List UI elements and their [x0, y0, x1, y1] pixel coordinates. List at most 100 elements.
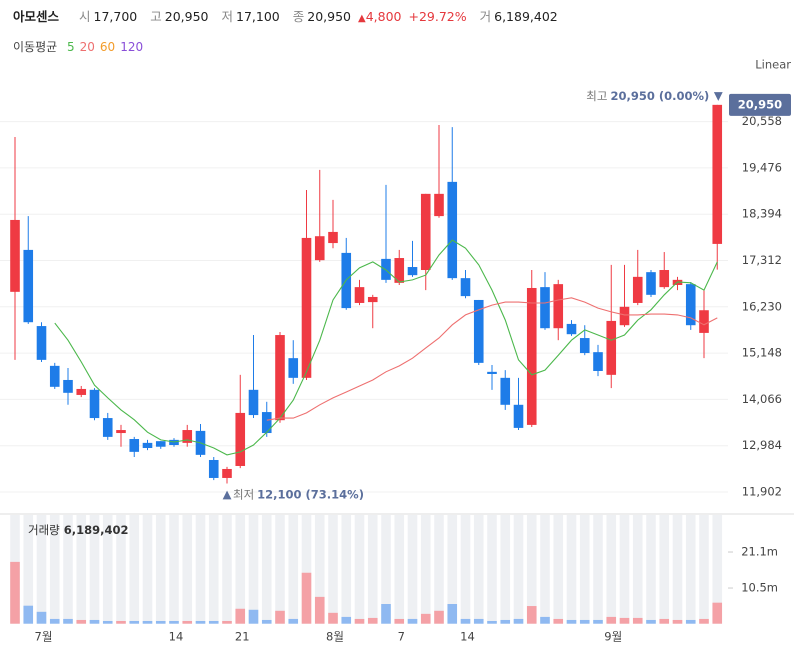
volume-bg-column — [712, 515, 723, 624]
volume-bg-column — [632, 515, 643, 624]
volume-bar — [63, 618, 73, 624]
ma-legend-item: 120 — [120, 40, 144, 54]
high-value: 20,950 — [164, 9, 209, 24]
candle-body — [659, 270, 670, 288]
volume-bg-column — [354, 515, 365, 624]
volume-bg-column — [381, 515, 391, 624]
volume-bar — [182, 620, 193, 624]
volume-bar — [102, 620, 113, 624]
volume-bar — [328, 612, 338, 624]
candle-body — [447, 181, 458, 279]
volume-bg-column — [129, 515, 140, 624]
candle-body — [36, 326, 47, 360]
volume-title: 거래량 6,189,402 — [28, 523, 129, 537]
high-annotation-arrow: ▼ — [714, 88, 723, 102]
volume-title-value: 6,189,402 — [64, 523, 129, 537]
volume-bg-column — [275, 515, 285, 624]
volume-bar — [235, 608, 246, 624]
volume-bar — [23, 605, 34, 624]
change-arrow: ▲ — [358, 13, 366, 24]
volume-bar — [76, 619, 87, 624]
volume-bar — [606, 616, 617, 624]
candle-body — [288, 358, 299, 378]
volume-bg-column — [102, 515, 113, 624]
volume-bar — [712, 602, 723, 624]
volume-bar — [646, 619, 656, 624]
volume-bg-column — [487, 515, 497, 624]
volume-bg-column — [23, 515, 34, 624]
low-annotation-value: 12,100 (73.14%) — [257, 487, 364, 501]
volume-bar — [540, 616, 550, 624]
volume-bar — [420, 613, 431, 624]
volume-bar — [553, 618, 564, 624]
x-tick-label: 14 — [460, 630, 475, 644]
high-annotation-label: 최고 — [586, 88, 607, 102]
close-value: 20,950 — [307, 9, 352, 24]
volume-bg-column — [685, 515, 696, 624]
candle-body — [540, 287, 550, 329]
volume-tick-label: 21.1m — [741, 545, 778, 559]
volume-bg-column — [579, 515, 590, 624]
candle-body — [619, 306, 630, 326]
volume-bg-column — [182, 515, 193, 624]
candle-body — [367, 296, 378, 303]
volume-bar — [116, 620, 126, 624]
y-tick-label: 19,476 — [742, 160, 782, 174]
close-label: 종 — [292, 9, 305, 24]
volume-bg-column — [116, 515, 126, 624]
volume-bg-column — [63, 515, 73, 624]
candle-body — [646, 272, 656, 295]
volume-bg-column — [447, 515, 458, 624]
volume-bg-column — [248, 515, 259, 624]
high-label: 고 — [150, 9, 162, 24]
y-tick-label: 17,312 — [742, 253, 782, 267]
volume-bar — [341, 616, 352, 624]
open-value: 17,700 — [93, 9, 138, 24]
candle-body — [102, 418, 113, 437]
candle-body — [500, 377, 511, 405]
volume-bg-column — [49, 515, 60, 624]
x-tick-label: 9월 — [604, 630, 622, 644]
volume-bar — [473, 618, 484, 624]
volume-bar — [434, 610, 444, 624]
open-label: 시 — [79, 9, 91, 24]
candle-body — [76, 388, 87, 395]
volume-bar — [500, 619, 511, 624]
volume-bar — [261, 619, 272, 624]
volume-bg-column — [646, 515, 656, 624]
volume-bar — [142, 620, 153, 624]
candle-body — [420, 193, 431, 271]
volume-bg-column — [407, 515, 418, 624]
volume-bar — [685, 619, 696, 624]
candle-body — [155, 441, 166, 447]
candle-body — [208, 459, 219, 478]
volume-bg-column — [341, 515, 352, 624]
ma-legend-item: 60 — [99, 40, 116, 54]
low-annotation-arrow: ▲ — [223, 487, 232, 501]
candle-body — [248, 389, 259, 416]
volume-bg-column — [155, 515, 166, 624]
candle-body — [328, 231, 338, 244]
volume-bg-column — [540, 515, 550, 624]
candle-body — [579, 338, 590, 354]
volume-bg-column — [434, 515, 444, 624]
candle-body — [261, 412, 272, 434]
low-value: 17,100 — [236, 9, 280, 24]
ma-legend: 이동평균 5 20 60 120 — [13, 38, 148, 55]
volume-bar — [169, 620, 179, 624]
volume-bar — [222, 620, 232, 624]
volume-bg-column — [420, 515, 431, 624]
candle-body — [129, 439, 140, 452]
x-tick-label: 21 — [235, 630, 250, 644]
volume-bar — [381, 603, 391, 624]
volume-bar — [526, 606, 537, 624]
candle-body — [685, 284, 696, 326]
moving-average-line — [54, 239, 718, 456]
volume-bar — [394, 618, 405, 624]
volume-bar — [672, 619, 683, 624]
volume-title-label: 거래량 — [28, 523, 60, 537]
candle-body — [606, 320, 617, 375]
volume-bar — [49, 618, 60, 624]
volume-bar — [659, 618, 670, 624]
